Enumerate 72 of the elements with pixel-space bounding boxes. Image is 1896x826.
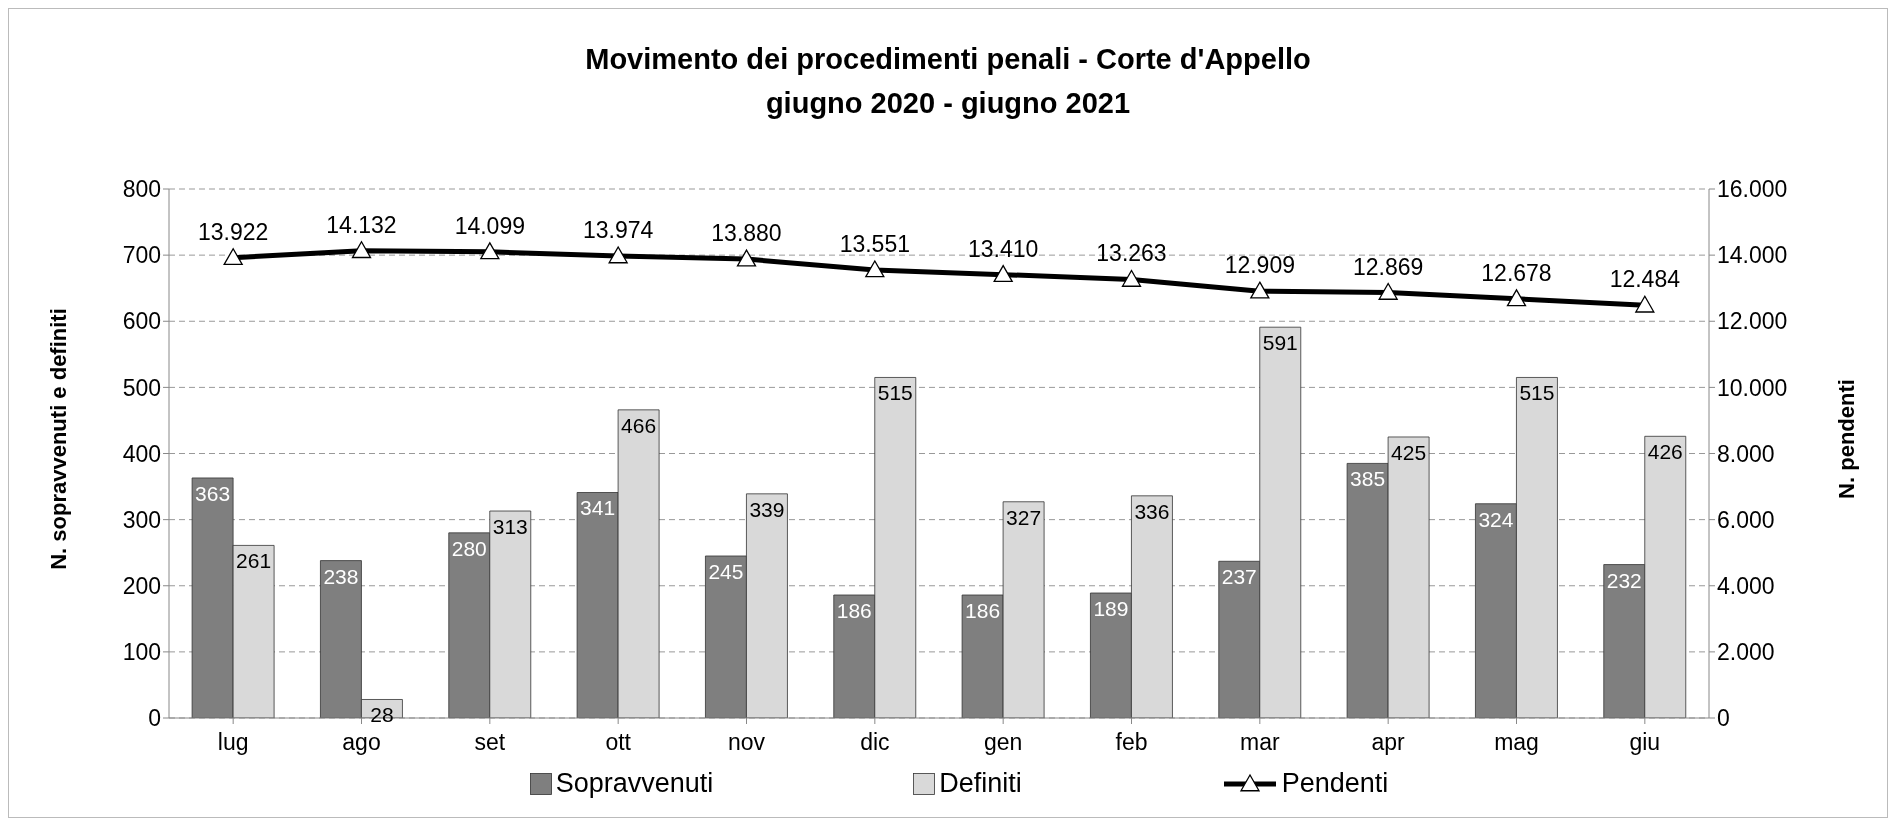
data-label: 186 xyxy=(836,598,872,622)
x-tick-label: nov xyxy=(727,729,766,756)
chart-title: Movimento dei procedimenti penali - Corte d'Appello giugno 2020 - giugno 2021 xyxy=(584,42,1312,121)
data-label: 238 xyxy=(323,564,359,588)
data-label: 515 xyxy=(1519,381,1555,405)
legend-label: Pendenti xyxy=(1281,768,1389,799)
data-label: 13.922 xyxy=(197,218,269,245)
data-label: 12.484 xyxy=(1609,266,1681,293)
y-tick-label: 100 xyxy=(122,639,161,666)
y2-tick-label: 0 xyxy=(1717,705,1730,732)
y-tick-label: 200 xyxy=(122,572,161,599)
data-label: 363 xyxy=(195,481,231,505)
data-label: 324 xyxy=(1478,507,1514,531)
data-label: 425 xyxy=(1391,440,1427,464)
data-label: 12.909 xyxy=(1224,252,1296,279)
y-tick-label: 800 xyxy=(122,176,161,203)
data-label: 245 xyxy=(708,559,744,583)
data-label: 13.551 xyxy=(839,230,911,257)
y2-tick-label: 14.000 xyxy=(1717,242,1788,269)
data-label: 313 xyxy=(492,514,528,538)
y2-tick-label: 4.000 xyxy=(1717,572,1775,599)
data-label: 13.410 xyxy=(967,235,1039,262)
x-tick-label: lug xyxy=(217,729,249,756)
x-tick-label: mar xyxy=(1240,729,1280,756)
x-tick-label: set xyxy=(474,729,506,756)
data-label: 189 xyxy=(1093,596,1129,620)
y2-tick-label: 2.000 xyxy=(1717,639,1775,666)
data-label: 339 xyxy=(749,497,785,521)
data-label: 515 xyxy=(877,381,913,405)
data-label: 14.099 xyxy=(454,212,526,239)
x-tick-label: mag xyxy=(1494,729,1539,756)
data-label: 13.974 xyxy=(582,216,654,243)
y-tick-label: 0 xyxy=(148,705,161,732)
data-label: 186 xyxy=(965,598,1001,622)
y-tick-label: 600 xyxy=(122,308,161,335)
y2-tick-label: 6.000 xyxy=(1717,506,1775,533)
data-label: 341 xyxy=(580,496,616,520)
data-label: 232 xyxy=(1606,568,1642,592)
x-tick-label: ott xyxy=(605,729,632,756)
y-tick-label: 700 xyxy=(122,242,161,269)
data-label: 327 xyxy=(1006,505,1042,529)
x-tick-label: gen xyxy=(983,729,1023,756)
x-tick-label: feb xyxy=(1115,729,1148,756)
data-label: 591 xyxy=(1262,331,1298,355)
x-tick-label: dic xyxy=(860,729,890,756)
y2-axis-title: N. pendenti xyxy=(1834,379,1860,499)
data-label: 280 xyxy=(451,536,487,560)
data-label: 426 xyxy=(1647,440,1683,464)
x-tick-label: ago xyxy=(342,729,381,756)
legend-label: Sopravvenuti xyxy=(555,768,714,799)
y2-tick-label: 12.000 xyxy=(1717,308,1788,335)
data-label: 385 xyxy=(1350,467,1386,491)
y-tick-label: 300 xyxy=(122,506,161,533)
data-label: 237 xyxy=(1221,565,1257,589)
y-axis-title: N. sopravvenuti e definiti xyxy=(46,308,72,570)
data-label: 12.678 xyxy=(1481,259,1552,286)
x-tick-label: apr xyxy=(1371,729,1406,756)
data-label: 261 xyxy=(236,549,272,573)
y2-tick-label: 16.000 xyxy=(1717,176,1788,203)
data-label: 14.132 xyxy=(326,211,397,238)
y2-tick-label: 10.000 xyxy=(1717,374,1788,401)
data-label: 28 xyxy=(370,703,394,727)
data-label: 13.263 xyxy=(1096,240,1167,267)
data-label: 336 xyxy=(1134,499,1170,523)
data-label: 466 xyxy=(621,413,657,437)
y2-tick-label: 8.000 xyxy=(1717,440,1775,467)
x-tick-label: giu xyxy=(1629,729,1661,756)
y-tick-label: 400 xyxy=(122,440,161,467)
y-tick-label: 500 xyxy=(122,374,161,401)
data-label: 13.880 xyxy=(711,220,782,247)
data-label: 12.869 xyxy=(1352,253,1424,280)
legend-label: Definiti xyxy=(939,768,1022,799)
